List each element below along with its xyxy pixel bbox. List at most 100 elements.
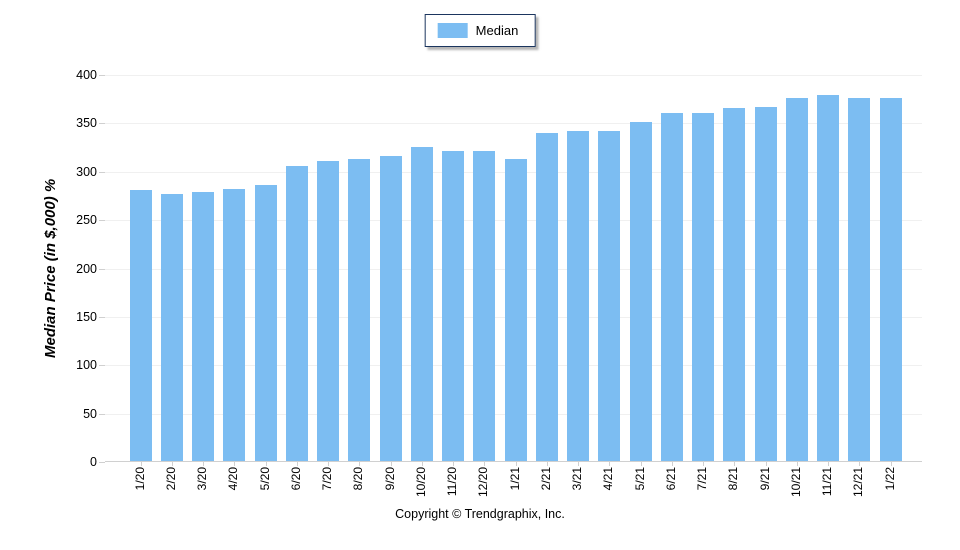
bar-12/21 bbox=[848, 98, 871, 461]
bar-7/21 bbox=[692, 112, 714, 461]
plot-area bbox=[105, 75, 922, 462]
bar-1/21 bbox=[504, 159, 527, 461]
bar-9/20 bbox=[379, 156, 402, 461]
bar-4/20 bbox=[223, 189, 246, 461]
x-tick-mark bbox=[796, 462, 798, 466]
x-tick-label-4/20: 4/20 bbox=[226, 467, 241, 491]
x-tick-mark bbox=[828, 462, 829, 466]
x-tick-mark bbox=[609, 462, 611, 466]
x-tick-label-7/21: 7/21 bbox=[695, 467, 709, 491]
y-tick-label-350: 350 bbox=[76, 116, 97, 131]
x-tick-label-3/20: 3/20 bbox=[195, 467, 209, 491]
bar-9/21 bbox=[754, 106, 777, 461]
bar-11/20 bbox=[442, 151, 464, 461]
x-tick-mark bbox=[171, 462, 173, 466]
x-tick-mark bbox=[234, 462, 236, 466]
y-tick-label-250: 250 bbox=[76, 213, 97, 228]
bar-8/21 bbox=[723, 107, 746, 461]
x-tick-mark bbox=[734, 462, 736, 466]
y-tick-label-50: 50 bbox=[83, 406, 97, 421]
x-tick-mark bbox=[265, 462, 267, 466]
bar-4/21 bbox=[598, 131, 621, 461]
bar-6/20 bbox=[285, 165, 308, 461]
bar-5/21 bbox=[629, 122, 652, 461]
bar-7/20 bbox=[317, 161, 339, 461]
x-tick-mark bbox=[296, 462, 298, 466]
y-tick-mark bbox=[99, 75, 105, 76]
legend-label: Median bbox=[475, 23, 519, 38]
x-tick-label-5/21: 5/21 bbox=[632, 467, 647, 491]
x-tick-mark bbox=[640, 462, 642, 466]
x-tick-label-1/20: 1/20 bbox=[132, 467, 147, 491]
bar-5/20 bbox=[254, 185, 277, 461]
bar-2/21 bbox=[535, 133, 558, 461]
bar-12/20 bbox=[473, 151, 496, 461]
bar-8/20 bbox=[348, 159, 371, 461]
x-tick-label-12/20: 12/20 bbox=[476, 467, 491, 498]
y-tick-label-100: 100 bbox=[76, 358, 97, 373]
x-tick-label-1/21: 1/21 bbox=[507, 467, 522, 491]
x-tick-mark bbox=[453, 462, 454, 466]
x-tick-mark bbox=[421, 462, 423, 466]
bar-1/20 bbox=[129, 190, 152, 461]
copyright-text: Copyright © Trendgraphix, Inc. bbox=[395, 507, 565, 521]
x-tick-label-8/20: 8/20 bbox=[351, 467, 366, 491]
x-tick-mark bbox=[765, 462, 767, 466]
x-tick-label-7/20: 7/20 bbox=[320, 467, 334, 491]
y-tick-mark bbox=[99, 365, 105, 367]
x-tick-mark bbox=[546, 462, 548, 466]
bar-10/20 bbox=[410, 146, 433, 461]
y-tick-label-150: 150 bbox=[76, 309, 97, 324]
x-tick-label-8/21: 8/21 bbox=[726, 467, 741, 491]
y-tick-label-400: 400 bbox=[76, 68, 97, 82]
y-tick-mark bbox=[99, 413, 105, 415]
x-tick-label-2/20: 2/20 bbox=[163, 467, 178, 491]
y-tick-mark bbox=[99, 316, 105, 318]
y-tick-label-300: 300 bbox=[76, 164, 97, 179]
x-tick-label-11/21: 11/21 bbox=[820, 467, 834, 497]
x-tick-mark bbox=[140, 462, 142, 466]
y-tick-mark bbox=[99, 171, 105, 173]
x-tick-mark bbox=[671, 462, 673, 466]
x-tick-label-12/21: 12/21 bbox=[851, 467, 866, 498]
bar-6/21 bbox=[660, 112, 683, 461]
y-tick-label-200: 200 bbox=[76, 261, 97, 276]
legend-swatch-median bbox=[437, 23, 468, 38]
x-tick-label-6/21: 6/21 bbox=[663, 467, 678, 491]
x-tick-mark bbox=[390, 462, 392, 466]
x-tick-mark bbox=[359, 462, 361, 466]
bar-11/21 bbox=[817, 95, 839, 461]
x-tick-label-2/21: 2/21 bbox=[538, 467, 553, 491]
x-tick-mark bbox=[890, 462, 892, 466]
x-tick-mark bbox=[578, 462, 579, 466]
x-tick-mark bbox=[484, 462, 486, 466]
x-tick-mark bbox=[515, 462, 517, 466]
x-tick-mark bbox=[203, 462, 204, 466]
bar-3/20 bbox=[192, 192, 214, 461]
legend: Median bbox=[424, 14, 536, 47]
x-tick-label-6/20: 6/20 bbox=[288, 467, 303, 491]
x-tick-mark bbox=[703, 462, 704, 466]
x-tick-mark bbox=[328, 462, 329, 466]
x-tick-label-10/21: 10/21 bbox=[788, 467, 803, 498]
x-tick-label-5/20: 5/20 bbox=[257, 467, 272, 491]
x-tick-label-9/21: 9/21 bbox=[757, 467, 772, 491]
x-tick-label-10/20: 10/20 bbox=[413, 467, 428, 498]
y-tick-mark bbox=[99, 123, 105, 125]
y-tick-mark bbox=[99, 462, 105, 463]
x-tick-label-3/21: 3/21 bbox=[570, 467, 584, 491]
bar-2/20 bbox=[160, 193, 183, 461]
y-tick-mark bbox=[99, 220, 105, 222]
y-tick-label-0: 0 bbox=[90, 455, 97, 469]
gridline-400 bbox=[105, 75, 922, 76]
x-tick-label-4/21: 4/21 bbox=[601, 467, 616, 491]
x-tick-label-1/22: 1/22 bbox=[882, 467, 897, 491]
x-tick-mark bbox=[859, 462, 861, 466]
bar-1/22 bbox=[879, 98, 902, 461]
y-tick-mark bbox=[99, 268, 105, 270]
x-tick-label-9/20: 9/20 bbox=[382, 467, 397, 491]
gridline-350 bbox=[105, 123, 922, 125]
bar-3/21 bbox=[567, 131, 589, 461]
bar-10/21 bbox=[785, 98, 808, 461]
